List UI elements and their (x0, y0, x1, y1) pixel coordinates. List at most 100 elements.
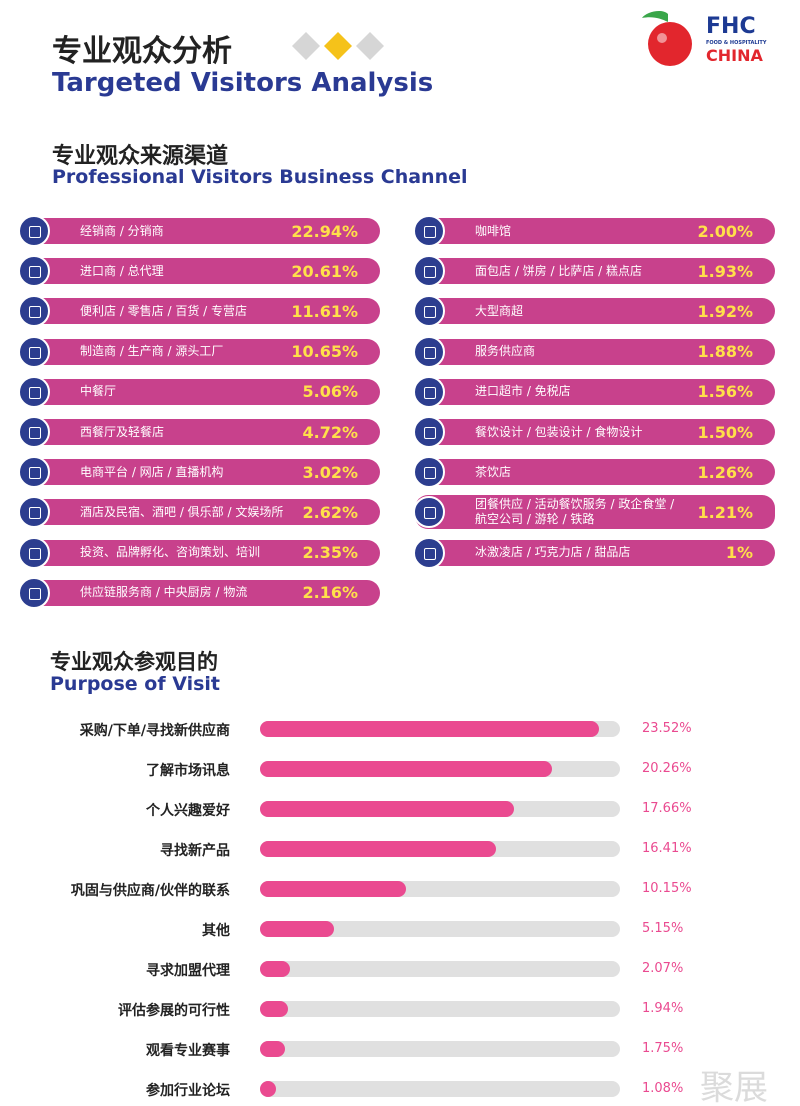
bar-track (260, 1081, 620, 1097)
value-label: 1.08% (642, 1081, 684, 1096)
channel-item: 中餐厅 5.06% (18, 375, 380, 408)
channel-item: 咖啡馆 2.00% (413, 215, 775, 247)
channel-item: 进口商 / 总代理 20.61% (18, 255, 380, 288)
category-label: 巩固与供应商/伙伴的联系 (70, 883, 230, 899)
logo-tagline: FOOD & HOSPITALITY (706, 40, 767, 46)
channel-icon (413, 215, 445, 247)
channel-label: 进口超市 / 免税店 (475, 384, 571, 399)
logo-apple (642, 11, 692, 66)
watermark: 聚展 (700, 1068, 768, 1106)
channel-icon (413, 496, 445, 529)
logo-brand: FHC (706, 14, 756, 39)
category-label: 了解市场讯息 (146, 763, 230, 779)
channel-item: 大型商超 1.92% (413, 295, 775, 328)
value-label: 10.15% (642, 881, 692, 896)
category-label: 参加行业论坛 (146, 1083, 230, 1099)
channel-icon (413, 295, 445, 328)
channel-icon (18, 536, 50, 569)
bar (260, 761, 552, 777)
channel-icon (413, 335, 445, 368)
channel-value: 1% (725, 543, 753, 563)
bar (260, 961, 290, 977)
purpose-title-en: Purpose of Visit (50, 673, 221, 695)
channel-item: 便利店 / 零售店 / 百货 / 专营店 11.61% (18, 295, 380, 328)
channel-value: 4.72% (302, 422, 358, 442)
channel-value: 2.16% (302, 583, 358, 603)
channel-value: 1.50% (697, 422, 753, 442)
channel-label: 团餐供应 / 活动餐饮服务 / 政企食堂 / 航空公司 / 游轮 / 铁路 (475, 497, 675, 527)
channel-icon (18, 255, 50, 288)
channel-icon (413, 375, 445, 408)
channel-value: 1.56% (697, 382, 753, 402)
category-label: 采购/下单/寻找新供应商 (79, 723, 230, 739)
value-label: 5.15% (642, 921, 684, 936)
channel-icon (18, 576, 50, 609)
channel-label: 便利店 / 零售店 / 百货 / 专营店 (80, 303, 248, 318)
channel-item: 茶饮店 1.26% (413, 456, 775, 489)
value-label: 1.94% (642, 1001, 684, 1016)
channel-label: 冰激凌店 / 巧克力店 / 甜品店 (475, 545, 631, 560)
channel-value: 20.61% (291, 261, 358, 281)
channel-icon (413, 416, 445, 448)
diamonds (292, 32, 384, 60)
logo-country: CHINA (706, 46, 763, 65)
channel-label: 酒店及民宿、酒吧 / 俱乐部 / 文娱场所 (80, 504, 284, 519)
category-label: 寻求加盟代理 (146, 963, 230, 979)
category-label: 评估参展的可行性 (118, 1003, 230, 1019)
channel-title-en: Professional Visitors Business Channel (52, 166, 468, 188)
channel-icon (18, 295, 50, 328)
channel-value: 1.92% (697, 301, 753, 321)
channel-label: 咖啡馆 (475, 223, 512, 238)
channel-item: 电商平台 / 网店 / 直播机构 3.02% (18, 456, 380, 489)
channel-label: 面包店 / 饼房 / 比萨店 / 糕点店 (475, 263, 643, 278)
purpose-title-cn: 专业观众参观目的 (50, 650, 218, 674)
channel-label: 中餐厅 (80, 384, 117, 399)
bar (260, 721, 599, 737)
category-label: 观看专业赛事 (146, 1043, 230, 1059)
title-cn: 专业观众分析 (52, 34, 232, 69)
channel-icon (413, 456, 445, 489)
category-label: 寻找新产品 (160, 843, 230, 859)
channel-icon (18, 335, 50, 368)
channel-item: 冰激凌店 / 巧克力店 / 甜品店 1% (413, 536, 775, 569)
bar (260, 881, 407, 897)
channel-item: 投资、品牌孵化、咨询策划、培训 2.35% (18, 536, 380, 569)
channel-icon (18, 416, 50, 448)
channel-item: 团餐供应 / 活动餐饮服务 / 政企食堂 / 航空公司 / 游轮 / 铁路 1.2… (413, 495, 775, 530)
channel-icon (18, 496, 50, 529)
channel-value: 1.26% (697, 462, 753, 482)
value-label: 1.75% (642, 1041, 684, 1056)
channel-label: 大型商超 (475, 303, 524, 318)
channel-value: 11.61% (291, 301, 358, 321)
category-label: 个人兴趣爱好 (146, 803, 230, 819)
channel-label: 进口商 / 总代理 (80, 263, 164, 278)
channel-label: 西餐厅及轻餐店 (80, 424, 165, 439)
channel-icon (18, 456, 50, 489)
channel-item: 餐饮设计 / 包装设计 / 食物设计 1.50% (413, 416, 775, 448)
channel-item: 供应链服务商 / 中央厨房 / 物流 2.16% (18, 576, 380, 609)
value-label: 16.41% (642, 841, 692, 856)
bar (260, 1041, 286, 1057)
title-en: Targeted Visitors Analysis (52, 68, 434, 98)
channel-label: 餐饮设计 / 包装设计 / 食物设计 (475, 424, 643, 439)
channel-label: 茶饮店 (475, 464, 512, 479)
channel-label: 电商平台 / 网店 / 直播机构 (80, 464, 224, 479)
channel-item: 西餐厅及轻餐店 4.72% (18, 416, 380, 448)
channel-icon (18, 375, 50, 408)
value-label: 23.52% (642, 721, 692, 736)
channel-value: 3.02% (302, 462, 358, 482)
channel-value: 1.21% (697, 502, 753, 522)
bar-track (260, 1041, 620, 1057)
value-label: 17.66% (642, 801, 692, 816)
channel-item: 酒店及民宿、酒吧 / 俱乐部 / 文娱场所 2.62% (18, 496, 380, 529)
channel-item: 制造商 / 生产商 / 源头工厂 10.65% (18, 335, 380, 368)
channel-icon (18, 215, 50, 247)
value-label: 2.07% (642, 961, 684, 976)
channel-icon (413, 536, 445, 569)
channel-value: 10.65% (291, 342, 358, 362)
category-label: 其他 (202, 923, 230, 939)
channel-value: 2.62% (302, 502, 358, 522)
bar-track (260, 1001, 620, 1017)
bar (260, 1081, 276, 1097)
